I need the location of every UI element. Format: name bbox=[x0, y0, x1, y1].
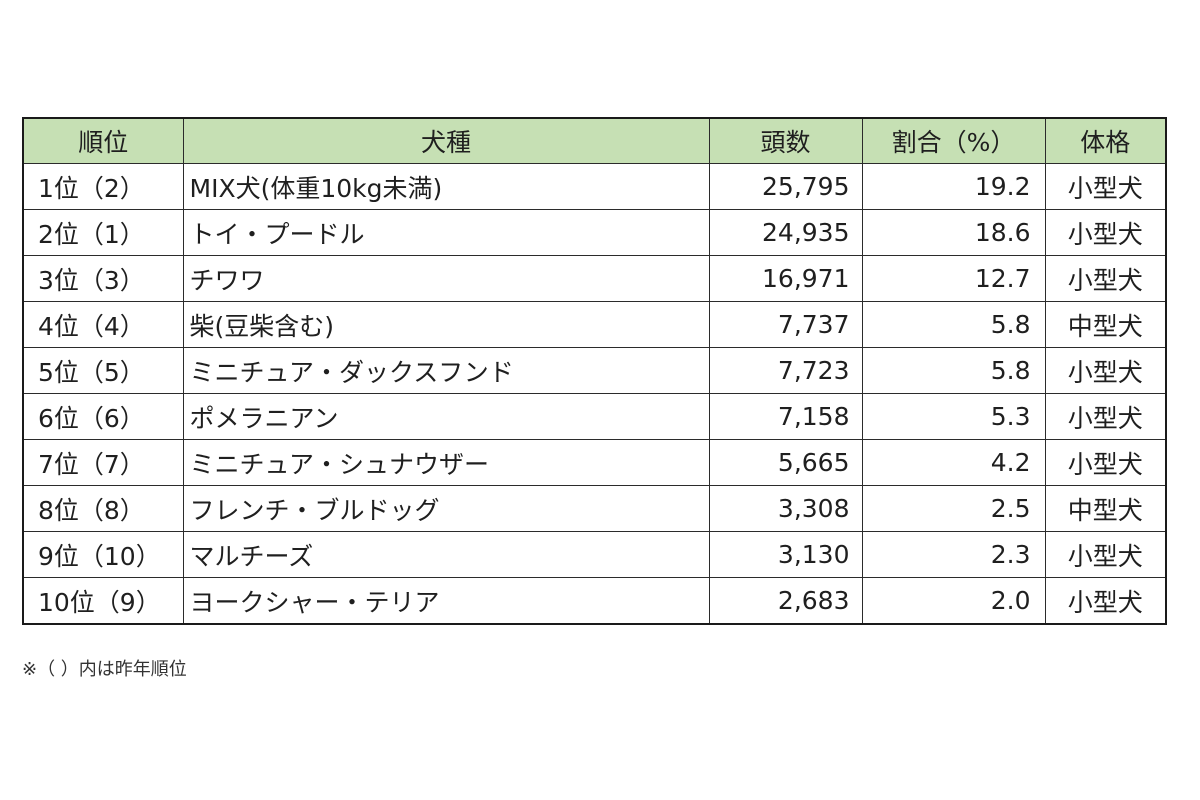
size-cell: 小型犬 bbox=[1044, 439, 1167, 486]
size-cell: 中型犬 bbox=[1044, 301, 1167, 348]
breed-cell: ヨークシャー・テリア bbox=[182, 577, 710, 625]
table-row: 1位（2） MIX犬(体重10kg未満) 25,795 19.2 小型犬 bbox=[22, 163, 1167, 210]
share-cell: 2.5 bbox=[861, 485, 1046, 532]
breed-cell: トイ・プードル bbox=[182, 209, 710, 256]
rank-cell: 4位（4） bbox=[22, 301, 184, 348]
size-cell: 小型犬 bbox=[1044, 531, 1167, 578]
table-row: 4位（4） 柴(豆柴含む) 7,737 5.8 中型犬 bbox=[22, 301, 1167, 348]
breed-cell: ポメラニアン bbox=[182, 393, 710, 440]
ranking-table-container: 順位 犬種 頭数 割合（%） 体格 1位（2） MIX犬(体重10kg未満) 2… bbox=[22, 117, 1167, 625]
table-row: 8位（8） フレンチ・ブルドッグ 3,308 2.5 中型犬 bbox=[22, 485, 1167, 532]
table-row: 5位（5） ミニチュア・ダックスフンド 7,723 5.8 小型犬 bbox=[22, 347, 1167, 394]
count-cell: 24,935 bbox=[708, 209, 863, 256]
table-row: 7位（7） ミニチュア・シュナウザー 5,665 4.2 小型犬 bbox=[22, 439, 1167, 486]
table-body: 1位（2） MIX犬(体重10kg未満) 25,795 19.2 小型犬 2位（… bbox=[22, 163, 1167, 625]
share-cell: 5.8 bbox=[861, 347, 1046, 394]
size-cell: 小型犬 bbox=[1044, 255, 1167, 302]
rank-cell: 2位（1） bbox=[22, 209, 184, 256]
count-cell: 2,683 bbox=[708, 577, 863, 625]
size-cell: 小型犬 bbox=[1044, 209, 1167, 256]
share-cell: 5.3 bbox=[861, 393, 1046, 440]
breed-cell: 柴(豆柴含む) bbox=[182, 301, 710, 348]
share-cell: 5.8 bbox=[861, 301, 1046, 348]
dog-breed-ranking-table: 順位 犬種 頭数 割合（%） 体格 1位（2） MIX犬(体重10kg未満) 2… bbox=[22, 117, 1167, 625]
header-size: 体格 bbox=[1044, 117, 1167, 164]
table-row: 6位（6） ポメラニアン 7,158 5.3 小型犬 bbox=[22, 393, 1167, 440]
rank-cell: 1位（2） bbox=[22, 163, 184, 210]
rank-cell: 5位（5） bbox=[22, 347, 184, 394]
size-cell: 小型犬 bbox=[1044, 577, 1167, 625]
table-header-row: 順位 犬種 頭数 割合（%） 体格 bbox=[22, 117, 1167, 164]
share-cell: 19.2 bbox=[861, 163, 1046, 210]
rank-cell: 9位（10） bbox=[22, 531, 184, 578]
count-cell: 3,130 bbox=[708, 531, 863, 578]
share-cell: 2.0 bbox=[861, 577, 1046, 625]
breed-cell: ミニチュア・ダックスフンド bbox=[182, 347, 710, 394]
rank-cell: 6位（6） bbox=[22, 393, 184, 440]
header-breed: 犬種 bbox=[182, 117, 710, 164]
share-cell: 4.2 bbox=[861, 439, 1046, 486]
table-row: 10位（9） ヨークシャー・テリア 2,683 2.0 小型犬 bbox=[22, 577, 1167, 625]
breed-cell: マルチーズ bbox=[182, 531, 710, 578]
share-cell: 18.6 bbox=[861, 209, 1046, 256]
rank-cell: 8位（8） bbox=[22, 485, 184, 532]
breed-cell: ミニチュア・シュナウザー bbox=[182, 439, 710, 486]
count-cell: 7,158 bbox=[708, 393, 863, 440]
count-cell: 3,308 bbox=[708, 485, 863, 532]
header-rank: 順位 bbox=[22, 117, 184, 164]
header-share: 割合（%） bbox=[861, 117, 1046, 164]
size-cell: 小型犬 bbox=[1044, 393, 1167, 440]
breed-cell: フレンチ・ブルドッグ bbox=[182, 485, 710, 532]
rank-cell: 10位（9） bbox=[22, 577, 184, 625]
size-cell: 小型犬 bbox=[1044, 163, 1167, 210]
count-cell: 7,723 bbox=[708, 347, 863, 394]
count-cell: 16,971 bbox=[708, 255, 863, 302]
share-cell: 2.3 bbox=[861, 531, 1046, 578]
footnote: ※（ ）内は昨年順位 bbox=[22, 659, 187, 680]
table-row: 2位（1） トイ・プードル 24,935 18.6 小型犬 bbox=[22, 209, 1167, 256]
count-cell: 5,665 bbox=[708, 439, 863, 486]
size-cell: 小型犬 bbox=[1044, 347, 1167, 394]
table-row: 9位（10） マルチーズ 3,130 2.3 小型犬 bbox=[22, 531, 1167, 578]
rank-cell: 3位（3） bbox=[22, 255, 184, 302]
size-cell: 中型犬 bbox=[1044, 485, 1167, 532]
header-count: 頭数 bbox=[708, 117, 863, 164]
rank-cell: 7位（7） bbox=[22, 439, 184, 486]
share-cell: 12.7 bbox=[861, 255, 1046, 302]
count-cell: 25,795 bbox=[708, 163, 863, 210]
count-cell: 7,737 bbox=[708, 301, 863, 348]
table-row: 3位（3） チワワ 16,971 12.7 小型犬 bbox=[22, 255, 1167, 302]
breed-cell: チワワ bbox=[182, 255, 710, 302]
breed-cell: MIX犬(体重10kg未満) bbox=[182, 163, 710, 210]
